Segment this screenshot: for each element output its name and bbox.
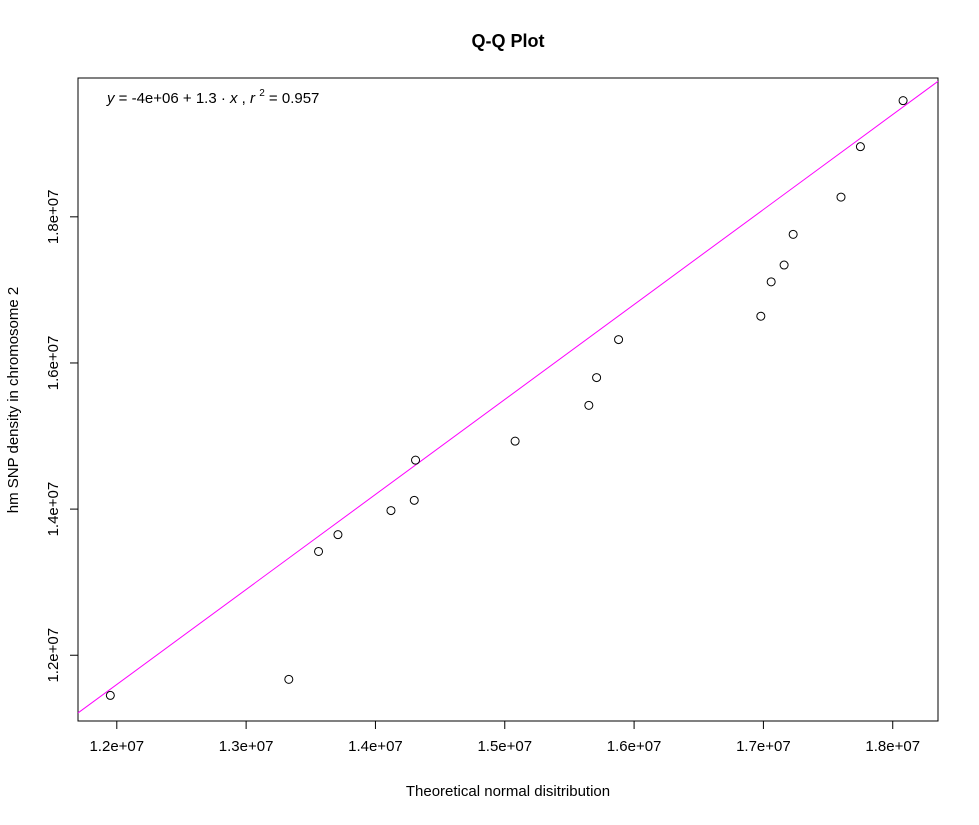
x-axis-label: Theoretical normal disitribution [406, 783, 610, 800]
data-point [510, 436, 520, 446]
data-point [756, 311, 766, 321]
data-point [411, 455, 421, 465]
data-point [284, 674, 294, 684]
data-point [766, 277, 776, 287]
data-point [855, 142, 865, 152]
x-tick-label: 1.8e+07 [865, 738, 920, 755]
annotation-y: y [106, 90, 116, 107]
chart-title: Q-Q Plot [472, 31, 545, 51]
data-points [105, 96, 908, 700]
data-point [314, 546, 324, 556]
x-tick-label: 1.6e+07 [607, 738, 662, 755]
y-tick-label: 1.8e+07 [45, 190, 62, 245]
regression-line-group [77, 80, 939, 714]
data-point [584, 400, 594, 410]
data-point [592, 373, 602, 383]
data-point [105, 690, 115, 700]
data-point [333, 530, 343, 540]
data-point [614, 335, 624, 345]
data-point [836, 192, 846, 202]
y-axis-label: hm SNP density in chromosome 2 [5, 287, 22, 514]
annotation-sep: , [242, 90, 250, 107]
y-tick-label: 1.4e+07 [45, 482, 62, 537]
data-point [779, 260, 789, 270]
x-tick-label: 1.7e+07 [736, 738, 791, 755]
annotation-x: x [229, 90, 238, 107]
regression-equation: y = -4e+06 + 1.3 · x , r 2 = 0.957 [106, 83, 319, 107]
annotation-eq: = -4e+06 + 1.3 · [119, 90, 230, 107]
fit-line [77, 80, 939, 714]
data-point [409, 495, 419, 505]
x-tick-label: 1.4e+07 [348, 738, 403, 755]
x-tick-label: 1.2e+07 [89, 738, 144, 755]
y-tick-label: 1.6e+07 [45, 336, 62, 391]
x-tick-label: 1.5e+07 [477, 738, 532, 755]
data-point [386, 506, 396, 516]
x-axis: 1.2e+07 1.3e+07 1.4e+07 1.5e+07 1.6e+07 1.7e+… [89, 720, 920, 755]
annotation-r: r [250, 90, 256, 107]
plot-area-frame [77, 77, 939, 722]
y-axis: 1.2e+07 1.4e+07 1.6e+07 1.8e+07 [45, 190, 79, 683]
data-point [788, 229, 798, 239]
y-tick-label: 1.2e+07 [45, 628, 62, 683]
x-tick-label: 1.3e+07 [219, 738, 274, 755]
data-point [898, 96, 908, 106]
annotation-r-sup: 2 [259, 88, 265, 99]
annotation-r-value: = 0.957 [269, 90, 319, 107]
